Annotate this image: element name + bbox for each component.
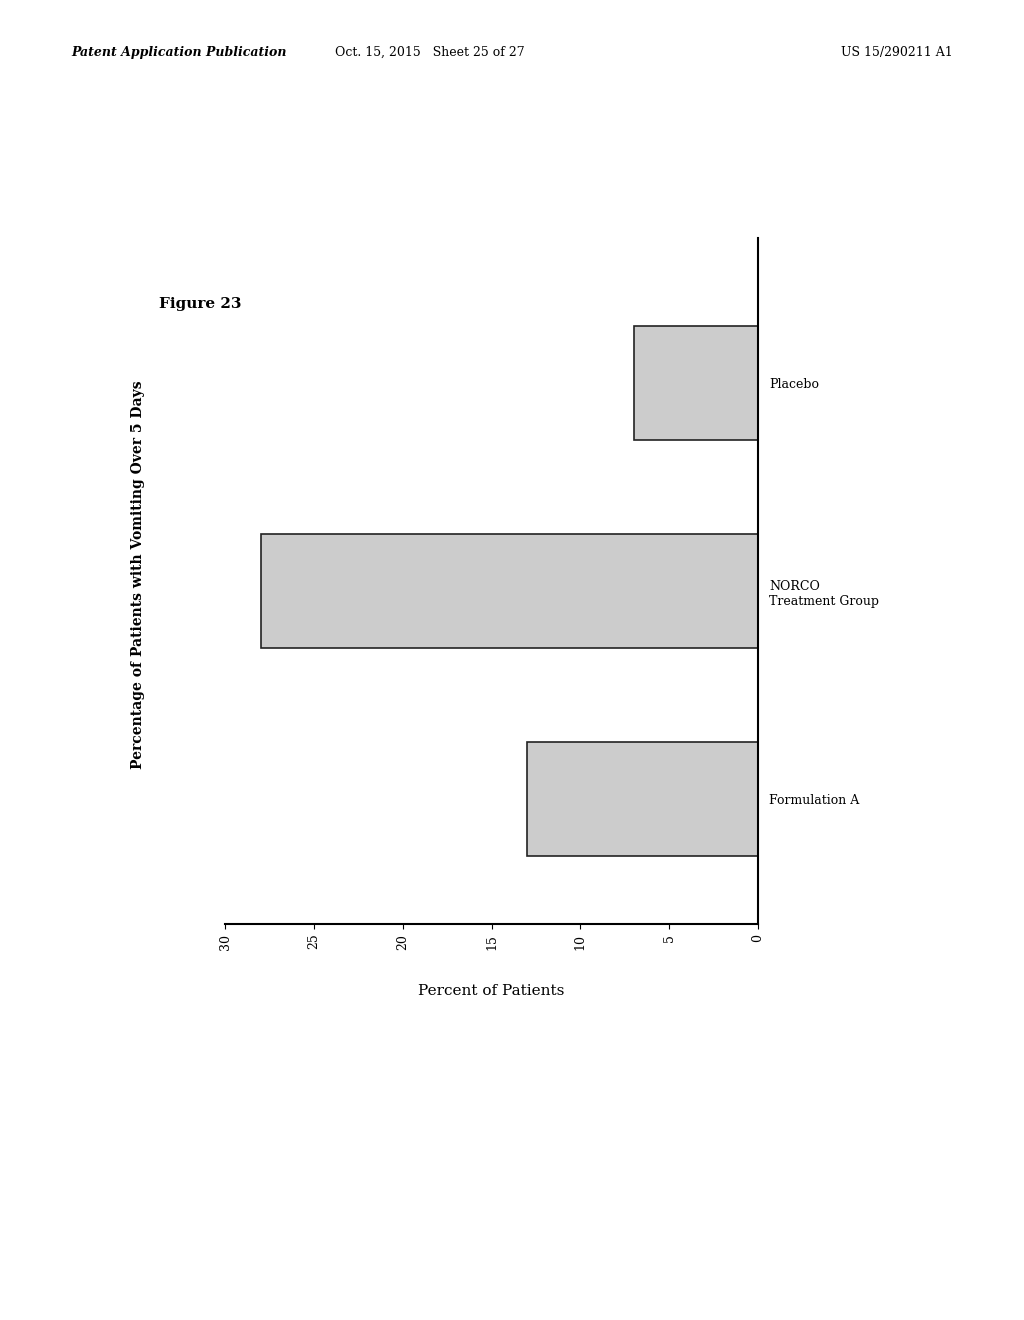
Bar xyxy=(527,742,758,857)
Text: Patent Application Publication: Patent Application Publication xyxy=(72,46,287,59)
Bar xyxy=(261,535,758,648)
Text: US 15/290211 A1: US 15/290211 A1 xyxy=(841,46,952,59)
Bar xyxy=(634,326,758,441)
X-axis label: Percent of Patients: Percent of Patients xyxy=(419,985,564,998)
Text: Oct. 15, 2015   Sheet 25 of 27: Oct. 15, 2015 Sheet 25 of 27 xyxy=(335,46,525,59)
Text: Percentage of Patients with Vomiting Over 5 Days: Percentage of Patients with Vomiting Ove… xyxy=(131,380,145,768)
Text: Figure 23: Figure 23 xyxy=(159,297,242,312)
